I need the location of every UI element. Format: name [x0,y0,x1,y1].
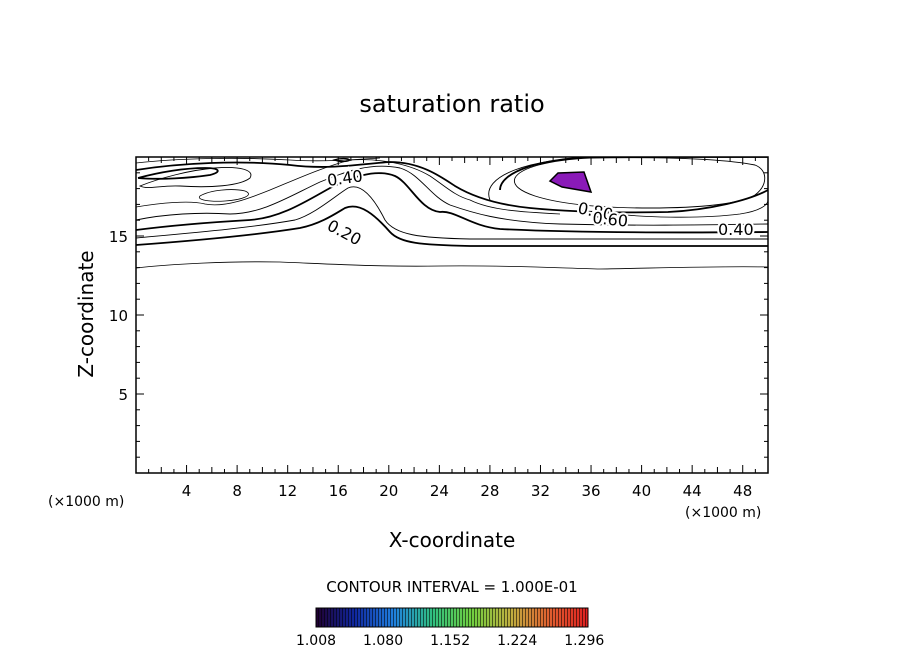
contour-line [136,161,768,214]
contour-line [138,167,252,188]
colorbar-tick-label: 1.008 [296,633,336,649]
contour-line [136,165,768,226]
plot-frame [135,156,769,474]
y-axis-tick-labels: 5 10 15 [109,228,128,404]
x-tick-label: 24 [430,482,449,500]
colorbar-stripes [316,608,588,627]
x-tick-label: 12 [278,482,297,500]
x-tick-label: 48 [733,482,752,500]
contour-label: 0.40 [718,220,754,239]
x-tick-label: 40 [632,482,651,500]
x-axis-ticks [148,157,756,473]
colorbar-tick-label: 1.152 [430,633,470,649]
contour-line [136,172,768,234]
y-tick-label: 15 [109,228,128,246]
x-axis-label: X-coordinate [389,528,516,552]
y-axis-label: Z-coordinate [74,250,98,377]
contour-line [599,199,768,218]
contour-line [488,157,601,201]
x-unit-right: (×1000 m) [685,505,761,521]
contour-label: 0.40 [326,166,364,190]
colorbar-tick-label: 1.224 [497,633,537,649]
y-tick-label: 5 [118,386,128,404]
shaded-region [548,171,593,193]
x-axis-tick-labels: 4 8 12 16 20 24 28 32 36 40 44 48 [182,482,752,500]
x-unit-left: (×1000 m) [48,494,124,510]
contour-line [136,186,768,240]
x-tick-label: 44 [683,482,702,500]
colorbar-tick-label: 1.080 [363,633,403,649]
colorbar-tick-labels: 1.008 1.080 1.152 1.224 1.296 [296,633,604,649]
contour-line [513,157,766,209]
colorbar-tick-label: 1.296 [564,633,604,649]
x-tick-label: 36 [581,482,600,500]
contour-interval: CONTOUR INTERVAL = 1.000E-01 [326,578,577,596]
chart-title: saturation ratio [359,90,544,118]
contour-label: 0.20 [324,216,364,250]
x-tick-label: 16 [329,482,348,500]
y-tick-label: 10 [109,307,128,325]
contour-label: 0.60 [592,208,629,231]
x-tick-label: 28 [480,482,499,500]
x-tick-label: 20 [379,482,398,500]
contour-labels: 0.40 0.20 0.80 0.60 0.40 [322,164,756,251]
contour-line [137,167,219,180]
x-tick-label: 4 [182,482,192,500]
x-tick-label: 8 [232,482,242,500]
contour-line [136,261,768,270]
x-tick-label: 32 [531,482,550,500]
contour-line [136,205,768,247]
contour-line [136,157,381,164]
contour-line [332,157,351,163]
contour-lines [136,157,768,270]
contour-line [198,189,249,202]
y-axis-ticks [136,172,768,458]
